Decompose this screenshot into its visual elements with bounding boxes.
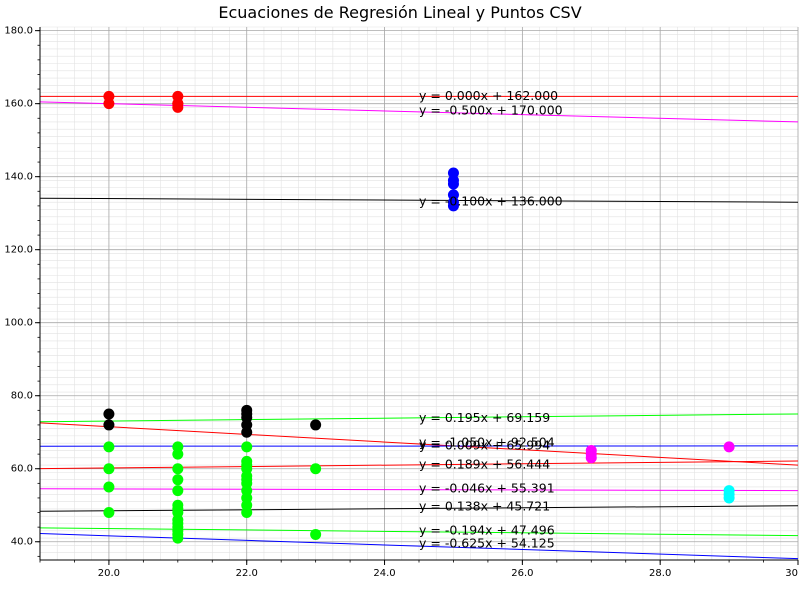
regression-line: [40, 422, 798, 466]
x-tick-label: 30: [785, 568, 798, 579]
data-point: [103, 408, 115, 420]
equation-label: y = 0.009x + 65.994: [419, 438, 550, 453]
data-point: [172, 448, 184, 460]
data-point: [103, 419, 115, 431]
equation-label: y = 0.000x + 162.000: [419, 88, 558, 103]
equation-label: y = -0.100x + 136.000: [419, 194, 563, 209]
regression-line: [40, 505, 798, 512]
regression-lines: [40, 95, 798, 560]
equation-label: y = -0.625x + 54.125: [419, 535, 555, 550]
x-tick-label: 24.0: [373, 568, 395, 579]
data-point: [723, 441, 735, 453]
data-point: [103, 98, 115, 110]
data-point: [103, 441, 115, 453]
regression-line: [40, 488, 798, 492]
data-point: [447, 196, 459, 208]
equation-label: y = 0.138x + 45.721: [419, 499, 550, 514]
data-point: [103, 463, 115, 475]
regression-line: [40, 460, 798, 470]
data-point: [103, 481, 115, 493]
data-point: [447, 178, 459, 190]
data-point: [172, 101, 184, 113]
data-point: [241, 426, 253, 438]
data-point: [172, 463, 184, 475]
data-point: [241, 507, 253, 519]
equation-label: y = 0.189x + 56.444: [419, 457, 550, 472]
regression-line: [40, 101, 798, 123]
x-tick-label: 26.0: [511, 568, 533, 579]
y-tick-label: 100.0: [4, 318, 33, 329]
y-tick-label: 160.0: [4, 99, 33, 110]
x-tick-label: 20.0: [98, 568, 120, 579]
equation-label: y = -1.050x + 92.504: [419, 435, 555, 450]
equation-label: y = -0.046x + 55.391: [419, 480, 555, 495]
data-point: [241, 459, 253, 471]
data-point: [172, 503, 184, 515]
data-point: [310, 528, 322, 540]
x-tick-label: 22.0: [236, 568, 258, 579]
y-tick-label: 60.0: [11, 464, 33, 475]
regression-line: [40, 197, 798, 203]
regression-line: [40, 527, 798, 537]
y-tick-label: 180.0: [4, 26, 33, 37]
data-point: [241, 408, 253, 420]
x-tick-label: 28.0: [649, 568, 671, 579]
data-point: [310, 463, 322, 475]
chart-title: Ecuaciones de Regresión Lineal y Puntos …: [218, 3, 582, 22]
data-point: [172, 532, 184, 544]
y-tick-label: 140.0: [4, 172, 33, 183]
equation-label: y = -0.194x + 47.496: [419, 522, 555, 537]
data-point: [241, 441, 253, 453]
y-tick-label: 40.0: [11, 537, 33, 548]
regression-line: [40, 533, 798, 560]
data-point: [585, 452, 597, 464]
data-point: [172, 474, 184, 486]
data-point: [723, 492, 735, 504]
y-tick-label: 80.0: [11, 391, 33, 402]
data-point: [241, 474, 253, 486]
equation-label: y = -0.500x + 170.000: [419, 102, 563, 117]
regression-line: [40, 413, 798, 423]
data-point: [172, 485, 184, 497]
equation-label: y = 0.195x + 69.159: [419, 410, 550, 425]
data-point: [310, 419, 322, 431]
y-tick-label: 120.0: [4, 245, 33, 256]
data-point: [103, 507, 115, 519]
